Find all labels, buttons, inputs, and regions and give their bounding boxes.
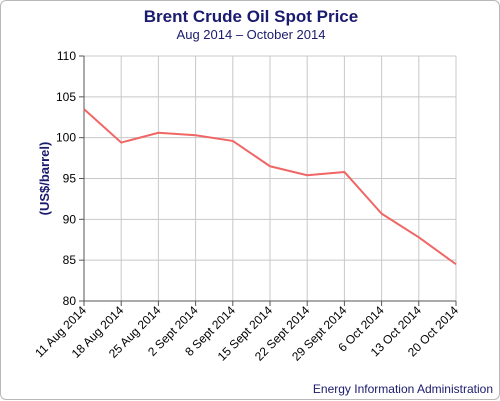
y-tick-label: 105 <box>56 90 76 104</box>
chart-subtitle: Aug 2014 – October 2014 <box>176 27 326 42</box>
y-tick-label: 95 <box>63 172 77 186</box>
chart-title: Brent Crude Oil Spot Price <box>143 7 359 26</box>
y-tick-label: 85 <box>63 253 77 267</box>
y-tick-label: 80 <box>63 294 77 308</box>
series-line <box>83 108 457 266</box>
axis-layer <box>79 55 457 306</box>
y-axis-label: (US$/barrel) <box>37 142 52 216</box>
series-layer <box>83 108 457 266</box>
y-tick-label: 100 <box>56 131 76 145</box>
y-tick-label: 90 <box>63 212 77 226</box>
grid-layer <box>83 55 457 302</box>
source-note: Energy Information Administration <box>312 382 493 396</box>
y-tick-label: 110 <box>57 49 76 63</box>
